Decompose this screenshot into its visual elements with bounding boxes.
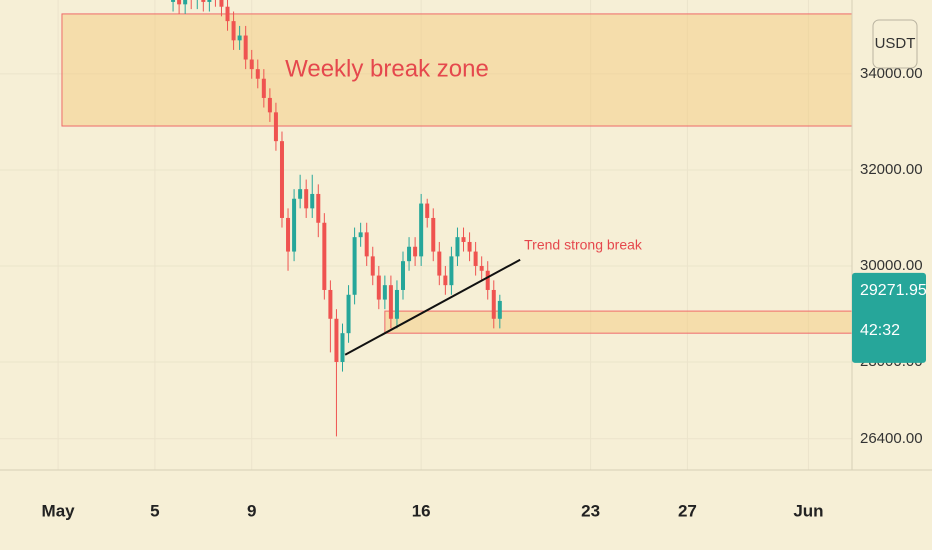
candle-body xyxy=(376,275,381,300)
x-tick-label: May xyxy=(42,501,76,520)
candle-body xyxy=(407,246,412,262)
candle-body xyxy=(304,189,309,209)
countdown: 42:32 xyxy=(860,322,900,339)
candle-body xyxy=(455,237,460,257)
candle-body xyxy=(461,237,466,242)
candle-body xyxy=(231,21,236,41)
candle-body xyxy=(322,222,327,290)
candle-body xyxy=(364,232,369,257)
last-price: 29271.95 xyxy=(860,282,927,299)
x-tick-label: Jun xyxy=(793,501,823,520)
candle-body xyxy=(431,217,436,252)
candle-body xyxy=(273,112,278,142)
candle-body xyxy=(261,78,266,98)
x-tick-label: 16 xyxy=(412,501,431,520)
zones xyxy=(61,13,852,334)
candle-body xyxy=(249,59,254,70)
x-tick-label: 23 xyxy=(581,501,600,520)
x-tick-label: 5 xyxy=(150,501,159,520)
candle-body xyxy=(479,265,484,271)
candle-body xyxy=(177,0,182,5)
axes: 26400.0028000.0030000.0032000.0034000.00… xyxy=(42,65,927,521)
candle-body xyxy=(382,285,387,300)
candle-body xyxy=(358,232,363,238)
candle-body xyxy=(334,318,339,362)
candle-body xyxy=(437,251,442,276)
candle-body xyxy=(201,0,206,2)
candle-body xyxy=(255,69,260,79)
currency[interactable]: USDT xyxy=(875,35,916,52)
candle-body xyxy=(316,193,321,223)
trend-line xyxy=(344,258,521,356)
candle-body xyxy=(243,35,248,60)
candle-body xyxy=(267,97,272,113)
candle-body xyxy=(171,0,176,2)
candle-body xyxy=(413,246,418,257)
candle-body xyxy=(449,256,454,286)
currency-button[interactable] xyxy=(872,19,918,69)
x-tick-label: 9 xyxy=(247,501,256,520)
candle-body xyxy=(219,0,224,7)
candle-body xyxy=(394,289,399,319)
candle-body xyxy=(497,300,502,319)
last-price-box xyxy=(852,272,926,363)
y-tick-label: 32000.00 xyxy=(860,161,923,178)
candle-body xyxy=(473,251,478,266)
candles xyxy=(171,0,502,437)
candle-body xyxy=(419,203,424,257)
x-tick-label: 27 xyxy=(678,501,697,520)
candle-body xyxy=(292,198,297,252)
candle-body xyxy=(352,237,357,295)
candle-body xyxy=(425,203,430,218)
candle-body xyxy=(443,275,448,286)
y-tick-label: 34000.00 xyxy=(860,65,923,82)
candle-body xyxy=(328,289,333,319)
candle-body xyxy=(183,0,188,5)
candle-body xyxy=(225,6,230,22)
zone xyxy=(61,13,852,127)
candle-body xyxy=(207,0,212,2)
zone-label: Weekly break zone xyxy=(285,55,489,82)
candle-body xyxy=(237,35,242,41)
candle-body xyxy=(298,189,303,199)
candle-body xyxy=(286,217,291,252)
candle-body xyxy=(279,141,284,218)
zone xyxy=(384,310,852,334)
candle-body xyxy=(485,270,490,290)
candle-body xyxy=(340,333,345,362)
candle-body xyxy=(310,193,315,209)
candle-body xyxy=(467,241,472,252)
y-tick-label: 30000.00 xyxy=(860,257,923,274)
y-tick-label: 26400.00 xyxy=(860,430,923,447)
candle-body xyxy=(346,294,351,334)
candle-body xyxy=(388,285,393,319)
candle-body xyxy=(401,261,406,290)
annotations: Weekly break zone Trend strong break xyxy=(285,55,643,356)
candle-body xyxy=(491,289,496,319)
trend-label: Trend strong break xyxy=(524,236,643,252)
candle-body xyxy=(370,256,375,276)
